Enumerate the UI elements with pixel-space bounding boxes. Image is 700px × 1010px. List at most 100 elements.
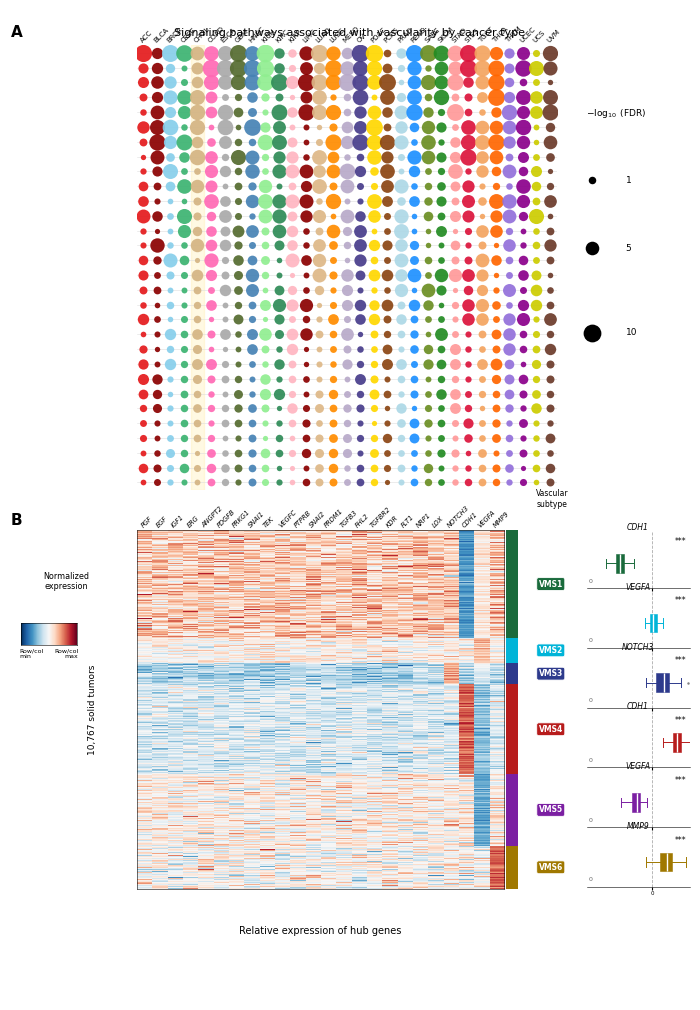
Text: 0: 0 (589, 698, 592, 703)
Point (463, 371, 474, 387)
Point (246, 252, 258, 269)
Point (477, 252, 488, 269)
Point (300, 44, 312, 61)
Point (232, 297, 244, 313)
Point (328, 386, 339, 402)
Text: ***: *** (675, 597, 687, 605)
Point (246, 133, 258, 149)
Point (287, 44, 298, 61)
Point (138, 104, 149, 120)
Point (151, 326, 162, 342)
Point (232, 460, 244, 476)
Point (449, 386, 461, 402)
Point (368, 371, 379, 387)
Point (422, 178, 433, 194)
Point (382, 400, 393, 416)
Point (409, 297, 420, 313)
Point (422, 356, 433, 372)
Point (490, 326, 501, 342)
Point (273, 252, 284, 269)
Point (300, 400, 312, 416)
Point (300, 133, 312, 149)
Point (219, 444, 230, 461)
Point (503, 400, 514, 416)
Point (178, 222, 190, 238)
Point (232, 311, 244, 327)
Point (544, 104, 555, 120)
Point (435, 252, 447, 269)
Point (395, 89, 406, 105)
Point (328, 237, 339, 254)
Point (151, 75, 162, 91)
Point (219, 460, 230, 476)
Point (178, 371, 190, 387)
Point (395, 430, 406, 446)
Point (300, 267, 312, 283)
Point (503, 193, 514, 209)
Point (490, 356, 501, 372)
Point (232, 119, 244, 135)
Point (341, 297, 352, 313)
Point (192, 415, 203, 431)
Point (490, 252, 501, 269)
Point (463, 208, 474, 224)
Point (341, 133, 352, 149)
Point (395, 178, 406, 194)
Point (382, 178, 393, 194)
Point (368, 400, 379, 416)
Point (544, 252, 555, 269)
Point (409, 475, 420, 491)
Point (531, 356, 542, 372)
Point (435, 237, 447, 254)
Point (490, 237, 501, 254)
Point (192, 267, 203, 283)
Point (517, 460, 528, 476)
PathPatch shape (673, 733, 681, 751)
Point (178, 164, 190, 180)
Point (328, 133, 339, 149)
Point (164, 193, 176, 209)
Point (503, 386, 514, 402)
Point (138, 148, 149, 165)
Point (449, 208, 461, 224)
Point (151, 356, 162, 372)
Point (341, 341, 352, 358)
Point (395, 193, 406, 209)
Point (151, 371, 162, 387)
Point (164, 75, 176, 91)
Point (164, 148, 176, 165)
Point (409, 356, 420, 372)
Point (463, 326, 474, 342)
Point (368, 252, 379, 269)
Point (205, 341, 216, 358)
Point (477, 400, 488, 416)
Point (368, 119, 379, 135)
Point (354, 415, 365, 431)
Point (164, 297, 176, 313)
Point (435, 415, 447, 431)
Point (477, 444, 488, 461)
Point (531, 222, 542, 238)
Point (246, 222, 258, 238)
Point (205, 60, 216, 76)
Point (260, 60, 271, 76)
Point (422, 222, 433, 238)
Point (368, 164, 379, 180)
Point (449, 267, 461, 283)
Point (503, 475, 514, 491)
Point (517, 89, 528, 105)
Point (395, 475, 406, 491)
Point (382, 104, 393, 120)
Point (517, 193, 528, 209)
Point (544, 311, 555, 327)
Point (192, 326, 203, 342)
Point (246, 430, 258, 446)
Point (287, 460, 298, 476)
Point (517, 104, 528, 120)
Point (490, 60, 501, 76)
Point (477, 44, 488, 61)
Point (409, 44, 420, 61)
Point (409, 75, 420, 91)
Point (490, 386, 501, 402)
Point (531, 60, 542, 76)
